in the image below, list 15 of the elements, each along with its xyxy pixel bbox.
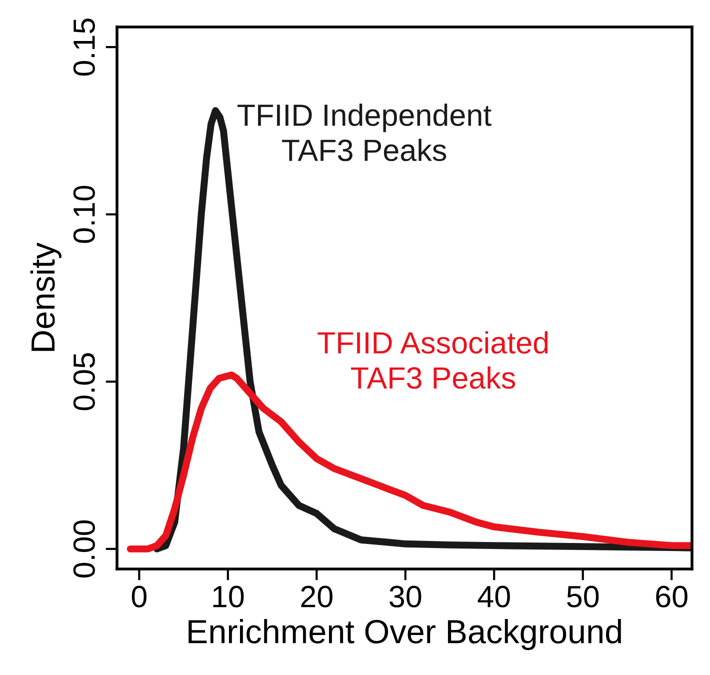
x-tick-label: 60 — [656, 586, 688, 608]
y-tick-label: 0.15 — [73, 18, 95, 76]
y-tick-label: 0.00 — [73, 520, 95, 578]
x-tick-label: 30 — [390, 586, 422, 608]
x-tick-label: 40 — [478, 586, 510, 608]
y-tick-label: 0.05 — [73, 353, 95, 410]
y-axis-title: Density — [30, 242, 62, 351]
x-tick-label: 20 — [301, 586, 332, 608]
y-tick-label: 0.10 — [73, 186, 95, 243]
x-tick-label: 0 — [132, 586, 146, 608]
x-tick-label: 50 — [567, 586, 599, 608]
x-axis-title: Enrichment Over Background — [188, 619, 621, 650]
series-label: TFIID Independent TAF3 Peaks — [238, 104, 492, 162]
x-tick-label: 10 — [213, 586, 244, 608]
series-label: TFIID Associated TAF3 Peaks — [318, 331, 548, 389]
